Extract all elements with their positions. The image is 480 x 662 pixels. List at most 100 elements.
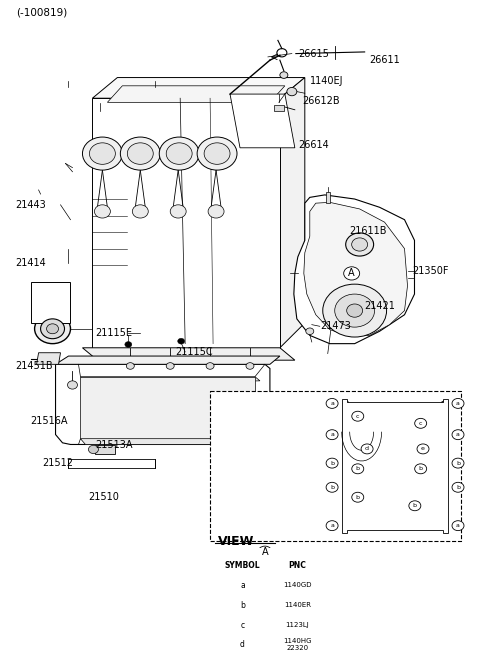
Circle shape <box>361 444 373 454</box>
Text: A: A <box>348 268 355 279</box>
Circle shape <box>415 418 427 428</box>
Text: 1140EJ: 1140EJ <box>310 76 343 86</box>
Text: b: b <box>330 461 334 465</box>
Text: d: d <box>365 446 369 451</box>
Text: b: b <box>240 601 245 610</box>
Polygon shape <box>83 348 295 360</box>
Circle shape <box>335 294 374 327</box>
Polygon shape <box>81 377 260 385</box>
Circle shape <box>246 363 254 369</box>
Text: VIEW: VIEW <box>218 535 254 547</box>
Circle shape <box>237 581 249 591</box>
Text: 26611: 26611 <box>370 55 400 65</box>
Text: 26614: 26614 <box>298 140 329 150</box>
Circle shape <box>352 411 364 421</box>
Text: 21473: 21473 <box>320 321 351 331</box>
Circle shape <box>323 284 386 337</box>
Text: 21115C: 21115C <box>175 347 213 357</box>
Text: 21516A: 21516A <box>31 416 68 426</box>
Circle shape <box>237 640 249 650</box>
Circle shape <box>343 485 349 490</box>
Circle shape <box>208 205 224 218</box>
Text: a: a <box>330 401 334 406</box>
Text: (-100819): (-100819) <box>16 7 67 17</box>
Circle shape <box>406 446 412 451</box>
Text: 21414: 21414 <box>16 258 47 267</box>
Circle shape <box>352 238 368 251</box>
Circle shape <box>369 466 375 471</box>
Text: b: b <box>413 503 417 508</box>
Text: 21115E: 21115E <box>96 328 132 338</box>
Text: a: a <box>330 523 334 528</box>
Text: 21451B: 21451B <box>16 361 53 371</box>
Circle shape <box>125 342 132 348</box>
Circle shape <box>441 432 447 437</box>
Circle shape <box>132 205 148 218</box>
Circle shape <box>343 461 349 465</box>
Circle shape <box>441 461 447 465</box>
Circle shape <box>68 381 77 389</box>
Circle shape <box>326 458 338 468</box>
Circle shape <box>206 363 214 369</box>
Polygon shape <box>96 446 115 453</box>
Circle shape <box>441 401 447 406</box>
Polygon shape <box>274 105 284 111</box>
Text: c: c <box>240 620 244 630</box>
Polygon shape <box>280 77 305 348</box>
Circle shape <box>369 414 375 418</box>
Circle shape <box>89 143 115 164</box>
Circle shape <box>120 137 160 170</box>
Text: d: d <box>240 640 245 649</box>
Text: 1140GD: 1140GD <box>283 583 312 589</box>
Circle shape <box>166 143 192 164</box>
Circle shape <box>417 444 429 454</box>
Polygon shape <box>56 364 270 444</box>
Circle shape <box>170 205 186 218</box>
Polygon shape <box>56 356 280 364</box>
Circle shape <box>178 338 185 344</box>
Text: 1123LJ: 1123LJ <box>286 622 309 628</box>
Circle shape <box>415 464 427 474</box>
Circle shape <box>452 399 464 408</box>
Circle shape <box>95 205 110 218</box>
Text: b: b <box>456 485 460 490</box>
Text: 21611B: 21611B <box>350 226 387 236</box>
Text: 26612B: 26612B <box>302 96 339 106</box>
Circle shape <box>346 233 373 256</box>
Circle shape <box>452 430 464 440</box>
Circle shape <box>441 485 447 490</box>
Polygon shape <box>93 98 280 348</box>
Polygon shape <box>304 203 408 336</box>
Text: 1140ER: 1140ER <box>284 602 311 608</box>
Circle shape <box>452 521 464 531</box>
Circle shape <box>343 523 349 528</box>
FancyBboxPatch shape <box>210 391 461 541</box>
Polygon shape <box>81 377 255 439</box>
Polygon shape <box>230 94 295 148</box>
Text: b: b <box>419 466 423 471</box>
Circle shape <box>166 363 174 369</box>
Circle shape <box>441 523 447 528</box>
Circle shape <box>347 304 363 317</box>
Polygon shape <box>108 86 285 103</box>
Text: a: a <box>456 523 460 528</box>
Polygon shape <box>81 439 260 444</box>
Circle shape <box>258 546 272 557</box>
Circle shape <box>83 137 122 170</box>
Circle shape <box>326 483 338 493</box>
Text: 21513A: 21513A <box>96 440 133 450</box>
Circle shape <box>126 363 134 369</box>
Polygon shape <box>31 281 71 323</box>
Text: e: e <box>240 660 245 662</box>
Text: SYMBOL: SYMBOL <box>225 561 260 570</box>
Circle shape <box>326 521 338 531</box>
Text: a: a <box>456 401 460 406</box>
Circle shape <box>409 500 421 510</box>
Text: a: a <box>456 432 460 437</box>
Circle shape <box>352 464 364 474</box>
Circle shape <box>280 71 288 78</box>
Circle shape <box>378 446 384 451</box>
Polygon shape <box>93 77 305 98</box>
Circle shape <box>237 600 249 610</box>
Text: b: b <box>330 485 334 490</box>
